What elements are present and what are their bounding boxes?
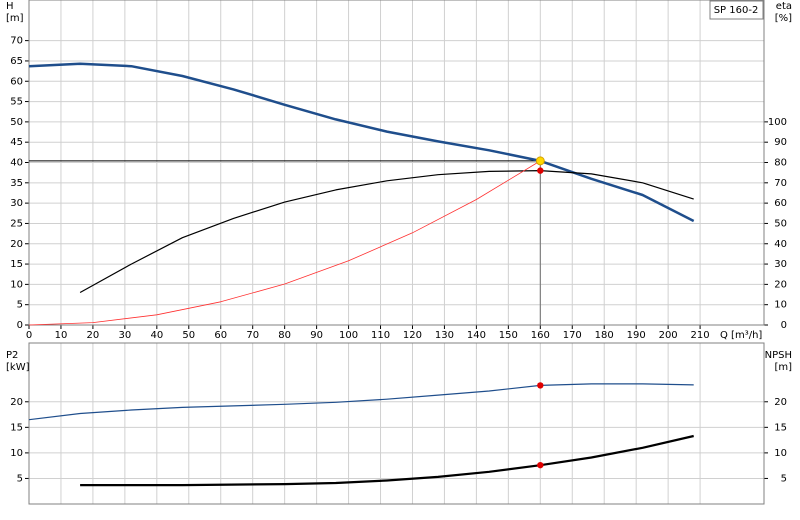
- duty-marker: [537, 382, 544, 389]
- y-tick-label: 10: [10, 448, 23, 459]
- x-tick-label: 60: [214, 330, 227, 341]
- y-tick-label: 50: [10, 117, 23, 128]
- y-tick-label: 45: [10, 137, 23, 148]
- chart-title: SP 160-2: [714, 5, 759, 16]
- y2-tick-label: 0: [781, 320, 787, 331]
- y2-tick-label: 40: [774, 239, 787, 250]
- y-tick-label: 70: [10, 36, 23, 47]
- duty-marker: [537, 167, 544, 174]
- y2-tick-label: 5: [781, 473, 787, 484]
- y-axis-unit: [m]: [6, 13, 24, 24]
- y2-tick-label: 90: [774, 137, 787, 148]
- curve: [79, 170, 694, 294]
- y-tick-label: 35: [10, 178, 23, 189]
- y-axis-label: H: [6, 1, 14, 12]
- y2-tick-label: 80: [774, 158, 787, 169]
- y-tick-label: 25: [10, 218, 23, 229]
- y-tick-label: 0: [17, 320, 23, 331]
- y-tick-label: 60: [10, 76, 23, 87]
- x-tick-label: 50: [182, 330, 195, 341]
- x-tick-label: 70: [246, 330, 259, 341]
- y2-axis-unit: [m]: [774, 362, 792, 373]
- x-tick-label: 40: [150, 330, 163, 341]
- y-tick-label: 65: [10, 56, 23, 67]
- duty-marker: [537, 461, 544, 469]
- plot-layer: 0 10 20 30 40 50 60 70 80 90 100 110 120 130 140 150 160…: [6, 0, 792, 505]
- y2-tick-label: 20: [774, 397, 787, 408]
- x-tick-label: 130: [435, 330, 454, 341]
- duty-point: [535, 156, 545, 166]
- y2-axis-label: eta: [776, 1, 792, 12]
- y2-tick-label: 10: [774, 448, 787, 459]
- curve: [80, 434, 694, 487]
- x-tick-label: 140: [467, 330, 486, 341]
- y-tick-label: 30: [10, 198, 23, 209]
- curve: [28, 160, 541, 326]
- x-tick-label: 160: [531, 330, 550, 341]
- x-axis-label: Q [m³/h]: [720, 330, 762, 341]
- y-tick-label: 5: [17, 473, 23, 484]
- y2-tick-label: 60: [774, 198, 787, 209]
- x-tick-label: 90: [310, 330, 323, 341]
- x-tick-label: 120: [403, 330, 422, 341]
- plot-area: [29, 343, 764, 504]
- y-tick-label: 15: [10, 259, 23, 270]
- y2-tick-label: 50: [774, 218, 787, 229]
- x-tick-label: 210: [691, 330, 710, 341]
- y-axis-unit: [kW]: [6, 362, 30, 373]
- y-tick-label: 15: [10, 422, 23, 433]
- plot-frame: [28, 0, 765, 326]
- x-tick-label: 0: [26, 330, 32, 341]
- x-tick-label: 110: [371, 330, 390, 341]
- y-tick-label: 55: [10, 97, 23, 108]
- y-tick-label: 10: [10, 279, 23, 290]
- x-tick-label: 20: [87, 330, 100, 341]
- y2-tick-label: 70: [774, 178, 787, 189]
- title-box: [709, 0, 764, 20]
- y2-axis-unit: [%]: [775, 13, 792, 24]
- x-tick-label: 100: [339, 330, 358, 341]
- x-tick-label: 190: [627, 330, 646, 341]
- plot-frame: [28, 342, 765, 505]
- x-tick-label: 170: [563, 330, 582, 341]
- y2-tick-label: 15: [774, 422, 787, 433]
- y2-tick-label: 100: [768, 117, 787, 128]
- x-tick-label: 180: [595, 330, 614, 341]
- x-tick-label: 30: [119, 330, 132, 341]
- y-axis-label: P2: [6, 350, 18, 361]
- x-tick-label: 150: [499, 330, 518, 341]
- y2-tick-label: 10: [774, 300, 787, 311]
- y-tick-label: 20: [10, 397, 23, 408]
- x-tick-label: 80: [278, 330, 291, 341]
- y-tick-label: 40: [10, 158, 23, 169]
- curve: [28, 383, 694, 421]
- y2-tick-label: 30: [774, 259, 787, 270]
- y2-tick-label: 20: [774, 279, 787, 290]
- y2-axis-label: NPSH: [765, 350, 792, 361]
- x-tick-label: 10: [55, 330, 68, 341]
- curve: [28, 62, 695, 223]
- x-tick-label: 200: [659, 330, 678, 341]
- y-tick-label: 20: [10, 239, 23, 250]
- y-tick-label: 5: [17, 300, 23, 311]
